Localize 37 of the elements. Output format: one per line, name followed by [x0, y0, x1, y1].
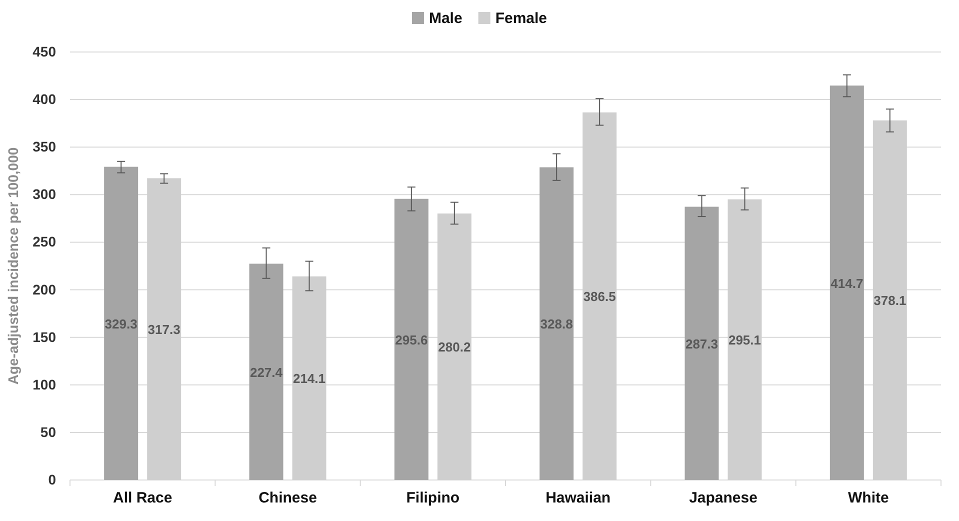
- x-tick-label: All Race: [112, 490, 172, 507]
- data-label: 317.3: [148, 322, 180, 338]
- y-tick-label: 100: [32, 376, 56, 392]
- data-label: 329.3: [104, 316, 138, 332]
- data-label: 227.4: [250, 364, 284, 380]
- x-tick-label: Japanese: [689, 490, 758, 507]
- bar: [249, 264, 284, 480]
- x-tick-label: Hawaiian: [546, 490, 611, 507]
- y-tick-label: 400: [32, 91, 56, 108]
- data-label: 214.1: [292, 371, 326, 386]
- data-label: 287.3: [685, 336, 718, 352]
- data-label: 414.7: [830, 276, 864, 291]
- legend-label: Male: [428, 10, 462, 27]
- y-axis-title: Age-adjusted incidence per 100,000: [5, 147, 21, 385]
- bar: [104, 166, 138, 480]
- bar: [394, 198, 428, 480]
- data-label: 295.6: [395, 332, 428, 348]
- data-label: 328.8: [540, 316, 573, 332]
- y-tick-label: 300: [32, 186, 56, 202]
- y-tick-label: 350: [32, 138, 56, 155]
- bar: [540, 167, 574, 480]
- data-label: 295.1: [728, 332, 762, 348]
- y-tick-label: 150: [32, 328, 56, 345]
- y-tick-label: 0: [48, 471, 56, 488]
- y-tick-label: 450: [32, 43, 56, 60]
- data-label: 378.1: [874, 293, 906, 308]
- x-tick-label: White: [848, 490, 889, 507]
- data-label: 386.5: [583, 289, 616, 304]
- y-tick-label: 250: [32, 234, 56, 250]
- data-label: 280.2: [438, 340, 471, 355]
- x-tick-label: Filipino: [406, 490, 460, 507]
- bar: [684, 206, 719, 480]
- legend-label: Female: [495, 10, 548, 27]
- y-tick-label: 50: [40, 424, 56, 440]
- y-tick-label: 200: [32, 281, 56, 298]
- bar: [830, 86, 864, 480]
- x-tick-label: Chinese: [258, 490, 317, 507]
